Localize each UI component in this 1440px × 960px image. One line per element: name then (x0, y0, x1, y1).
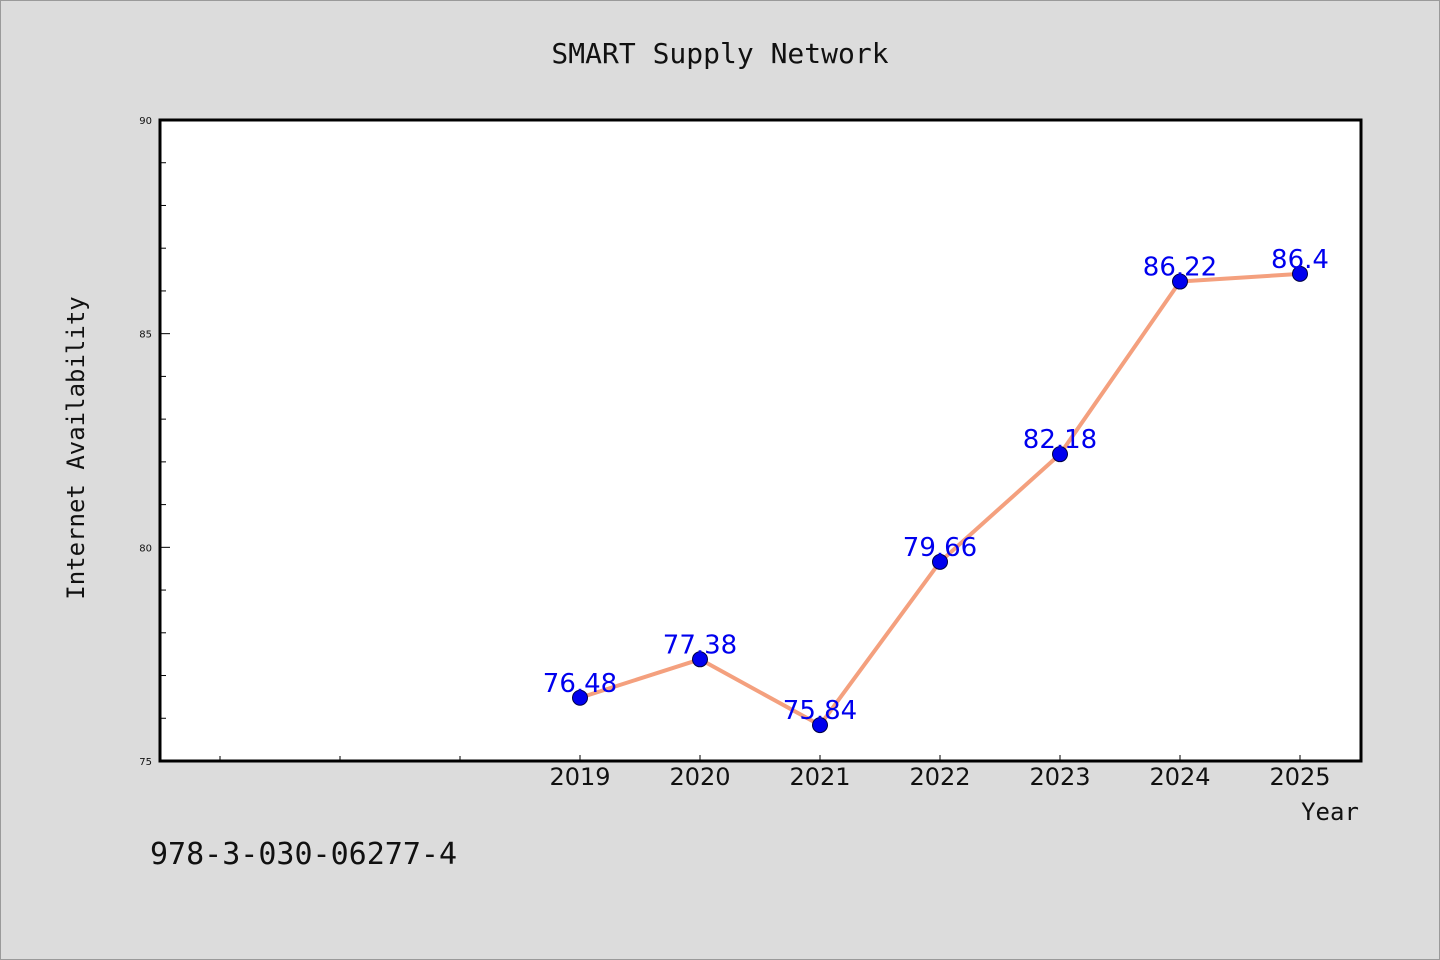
y-tick-label: 85 (139, 330, 152, 341)
data-label: 82.18 (1023, 425, 1097, 455)
data-label: 79.66 (903, 533, 977, 563)
data-point (812, 717, 828, 734)
data-point (1172, 273, 1188, 290)
x-tick-label: 2023 (1029, 763, 1090, 791)
x-tick-label: 2020 (669, 763, 730, 791)
y-axis-label: Internet Availability (62, 296, 90, 599)
data-label: 76.48 (543, 669, 617, 699)
plot-area (158, 118, 1363, 763)
footer-isbn: 978-3-030-06277-4 (150, 837, 457, 872)
x-tick-label: 2024 (1149, 763, 1210, 791)
data-label: 86.4 (1271, 245, 1329, 275)
data-label: 75.84 (783, 696, 857, 726)
data-point (932, 553, 948, 570)
data-point (692, 651, 708, 668)
x-tick-label: 2019 (549, 763, 610, 791)
x-axis: 2019 2020 2021 2022 2023 2024 2025 (219, 755, 1331, 791)
x-tick-label: 2025 (1269, 763, 1330, 791)
data-point (1052, 446, 1068, 463)
data-point (572, 689, 588, 706)
data-labels: 76.48 77.38 75.84 79.66 82.18 86.22 86.4 (543, 245, 1329, 726)
y-tick-label: 75 (139, 757, 152, 768)
data-label: 77.38 (663, 630, 737, 660)
x-axis-label: Year (1301, 798, 1359, 826)
chart-title: SMART Supply Network (551, 37, 888, 70)
data-label: 86.22 (1143, 253, 1217, 283)
data-point (1292, 265, 1308, 282)
y-tick-label: 90 (139, 116, 152, 127)
x-tick-label: 2021 (789, 763, 850, 791)
y-axis: 75 80 85 90 (139, 116, 170, 768)
x-tick-label: 2022 (909, 763, 970, 791)
y-tick-label: 80 (139, 543, 152, 554)
data-points (572, 265, 1308, 734)
